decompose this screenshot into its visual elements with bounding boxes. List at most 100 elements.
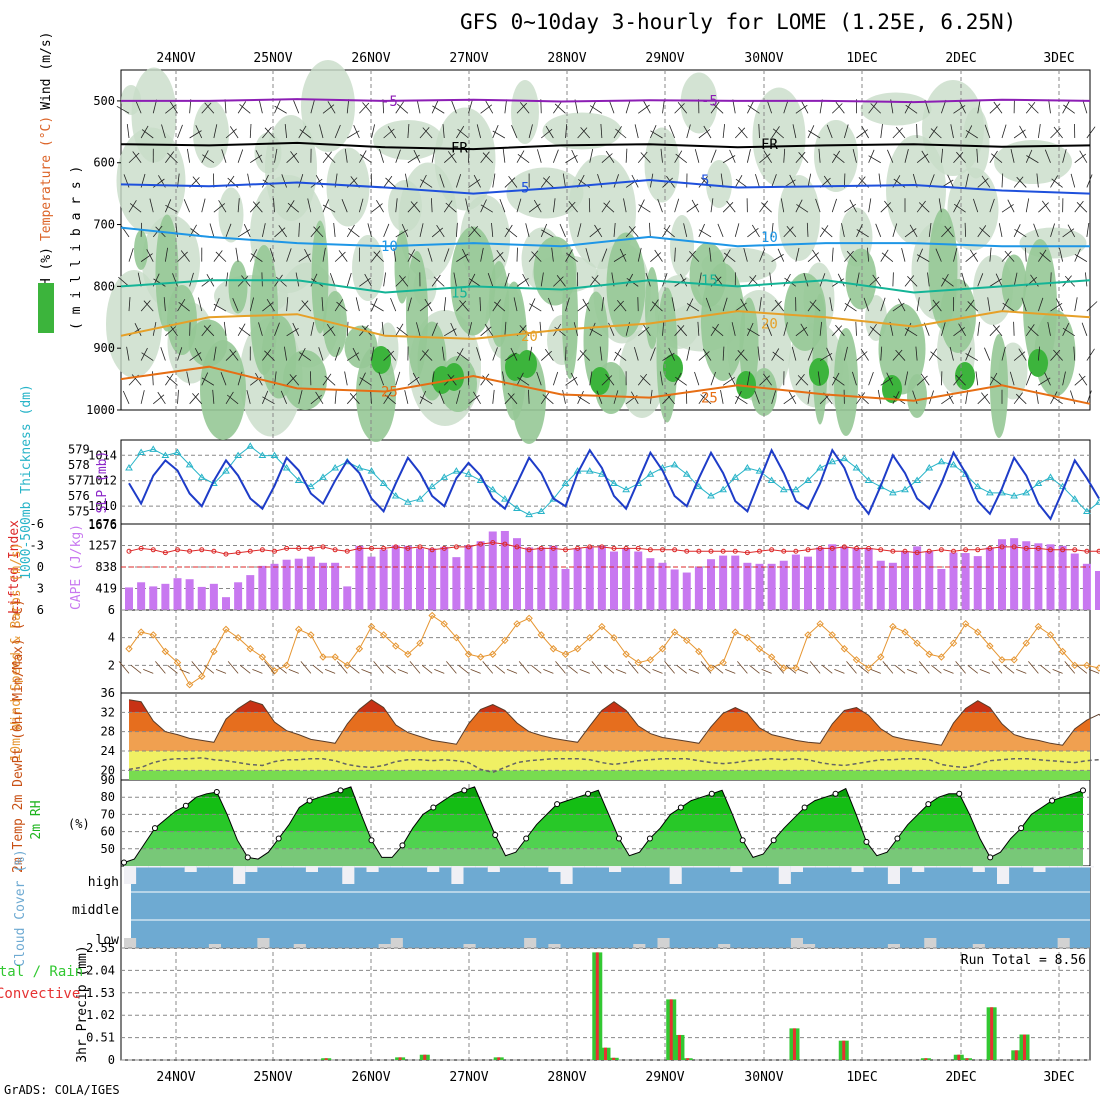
li-marker bbox=[162, 550, 168, 556]
wind-barb bbox=[1037, 124, 1041, 139]
rh-blob-light bbox=[218, 187, 244, 243]
wind-barb bbox=[1001, 250, 1012, 262]
wind-barb bbox=[322, 204, 336, 213]
wind-barb bbox=[577, 349, 587, 361]
li-marker bbox=[478, 541, 484, 547]
wind-barb bbox=[273, 198, 275, 213]
wind-tick-label: 4 bbox=[108, 631, 115, 645]
wind-barb bbox=[456, 125, 465, 139]
wind-barb bbox=[589, 227, 601, 238]
wind-barb bbox=[722, 155, 736, 164]
wind-speed-marker bbox=[586, 633, 594, 642]
top-date-label: 3DEC bbox=[1043, 51, 1074, 66]
temp-tick-label: 28 bbox=[101, 725, 115, 739]
wind-barb bbox=[663, 227, 675, 238]
wind-barb bbox=[201, 377, 215, 386]
wind-barb bbox=[405, 173, 409, 188]
wind-barb-10m bbox=[361, 668, 372, 674]
thickness-marker bbox=[173, 448, 182, 455]
li-marker bbox=[720, 548, 726, 554]
wind-barb bbox=[747, 328, 760, 337]
li-marker bbox=[247, 548, 253, 554]
wind-barb bbox=[1074, 153, 1087, 164]
high-cloud-bar bbox=[318, 866, 331, 868]
wind-barb bbox=[634, 124, 639, 139]
precip-tick-label: 1.53 bbox=[86, 986, 115, 1000]
high-cloud-bar bbox=[293, 866, 306, 868]
wind-barb bbox=[482, 152, 494, 164]
wind-barb bbox=[505, 227, 518, 238]
thickness-marker bbox=[925, 464, 934, 471]
high-cloud-bar bbox=[972, 866, 985, 872]
thickness-marker bbox=[682, 470, 691, 477]
li-marker bbox=[332, 547, 338, 553]
li-marker bbox=[732, 548, 738, 554]
wind-barb bbox=[918, 202, 930, 213]
top-date-label: 26NOV bbox=[351, 51, 390, 66]
thickness-marker bbox=[840, 454, 849, 462]
wind-barb bbox=[237, 149, 244, 163]
rh-blob-mid bbox=[1001, 254, 1027, 312]
thickness-marker bbox=[913, 476, 922, 483]
wind-barb bbox=[324, 375, 336, 386]
wind-barb bbox=[757, 346, 760, 361]
panel2-bottom-label: 1676 bbox=[88, 518, 117, 532]
wind-barb bbox=[140, 300, 151, 312]
wind-speed-marker bbox=[634, 658, 642, 667]
wind-barb bbox=[554, 103, 566, 114]
wind-barb bbox=[370, 389, 372, 404]
wind-barb bbox=[1013, 392, 1023, 405]
temp-contour-label: FR bbox=[451, 140, 468, 156]
precip-convective-bar bbox=[669, 999, 673, 1060]
wind-barb bbox=[895, 349, 906, 361]
wind-barb bbox=[603, 202, 615, 213]
high-cloud-bar bbox=[136, 866, 149, 868]
wind-barb bbox=[867, 247, 870, 262]
li-marker bbox=[902, 548, 908, 554]
wind-barb bbox=[783, 395, 796, 405]
li-marker bbox=[866, 545, 872, 551]
wind-barb bbox=[517, 153, 530, 164]
wind-barb bbox=[734, 127, 746, 139]
rh-blob-light bbox=[131, 67, 177, 163]
rh-blob-light bbox=[706, 160, 732, 208]
wind-barb bbox=[783, 322, 788, 336]
wind-barb bbox=[650, 125, 657, 139]
wind-barb bbox=[938, 198, 942, 213]
wind-barb bbox=[160, 347, 166, 361]
thickness-marker bbox=[973, 482, 982, 490]
wind-barb bbox=[189, 352, 202, 361]
thickness-marker bbox=[1022, 488, 1031, 496]
wind-barb bbox=[686, 250, 697, 262]
rh-blob-light bbox=[962, 107, 990, 179]
wind-barb bbox=[246, 390, 251, 404]
precip-convective-bar bbox=[612, 1057, 616, 1060]
cape-bar bbox=[622, 548, 631, 610]
wind-barb bbox=[189, 130, 202, 139]
cape-bar bbox=[694, 566, 703, 610]
wind-barb bbox=[694, 149, 700, 163]
cape-bar bbox=[355, 545, 364, 610]
wind-barb-10m bbox=[809, 661, 821, 674]
high-cloud-bar bbox=[536, 866, 549, 868]
cape-bar bbox=[282, 559, 291, 610]
wind-barb bbox=[710, 323, 719, 337]
wind-barb-10m bbox=[688, 668, 700, 674]
wind-barb bbox=[841, 223, 845, 237]
wind-barb bbox=[702, 348, 712, 361]
li-marker bbox=[1060, 547, 1066, 553]
wind-barb bbox=[880, 377, 893, 386]
top-date-label: 24NOV bbox=[156, 51, 195, 66]
wind-barb bbox=[468, 179, 481, 188]
wind-speed-marker bbox=[537, 631, 545, 639]
wind-barb bbox=[640, 152, 651, 164]
wind-barb-10m bbox=[640, 665, 651, 674]
wind-barb bbox=[419, 127, 430, 139]
wind-barb bbox=[543, 177, 554, 188]
rh-blob-mid bbox=[489, 261, 509, 347]
high-cloud-bar bbox=[439, 866, 452, 868]
wind-barb bbox=[201, 372, 209, 386]
cape-bar bbox=[1010, 538, 1019, 610]
wind-barb bbox=[239, 103, 251, 114]
bottom-date-label: 26NOV bbox=[351, 1070, 390, 1085]
